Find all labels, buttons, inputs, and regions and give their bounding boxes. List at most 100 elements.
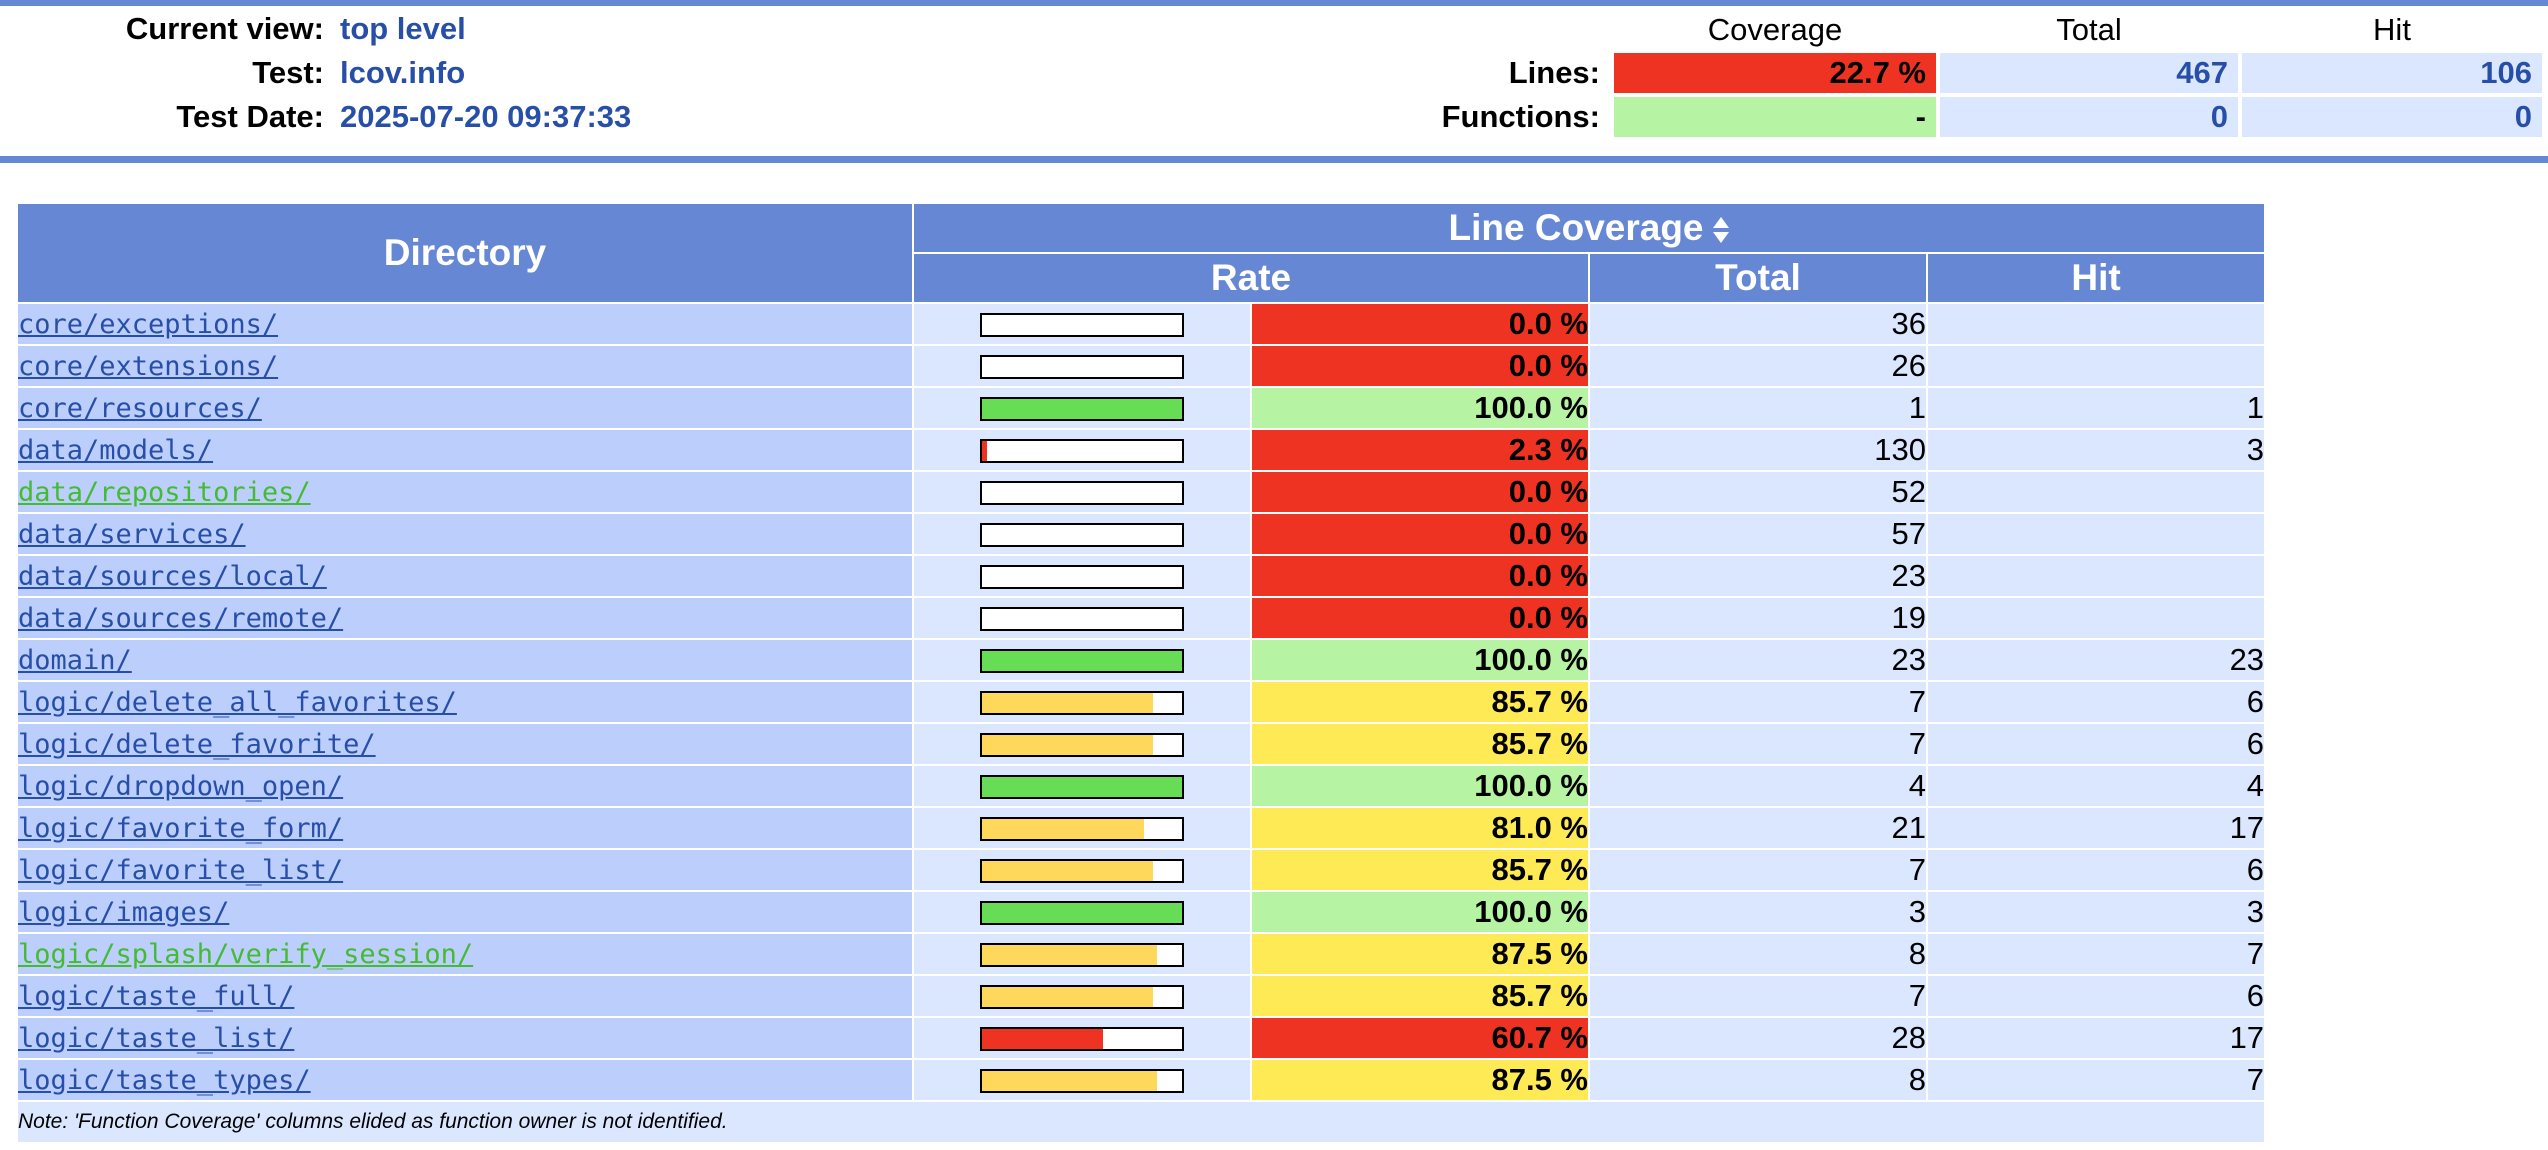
coverage-bar [980, 1026, 1184, 1051]
directory-cell: logic/delete_favorite/ [18, 724, 912, 766]
coverage-rate: 87.5 % [1252, 1060, 1588, 1102]
coverage-rate: 85.7 % [1252, 850, 1588, 892]
directory-link[interactable]: data/services/ [18, 518, 246, 550]
directory-header-label: Directory [383, 232, 547, 273]
directory-cell: data/services/ [18, 514, 912, 556]
coverage-bar [980, 900, 1184, 925]
coverage-bar [980, 858, 1184, 883]
directory-link[interactable]: logic/splash/verify_session/ [18, 938, 474, 970]
line-hit: 3 [1928, 430, 2265, 472]
line-coverage-header[interactable]: Line Coverage [914, 204, 2265, 254]
directory-cell: core/exceptions/ [18, 304, 912, 346]
directory-table: Directory Line Coverage Rate Total Hit c… [16, 204, 2266, 1144]
sort-icon[interactable] [1712, 215, 1730, 245]
line-hit: 23 [1928, 640, 2265, 682]
coverage-bar-cell [914, 934, 1250, 976]
line-hit: 4 [1928, 766, 2265, 808]
coverage-bar [980, 690, 1184, 715]
line-hit: 6 [1928, 724, 2265, 766]
directory-link[interactable]: data/models/ [18, 434, 214, 466]
directory-cell: logic/dropdown_open/ [18, 766, 912, 808]
summary-total-header: Total [2056, 12, 2122, 47]
total-header: Total [1590, 254, 1926, 304]
coverage-bar-cell [914, 472, 1250, 514]
line-hit [1928, 556, 2265, 598]
coverage-bar-fill [982, 776, 1182, 797]
coverage-rate: 100.0 % [1252, 766, 1588, 808]
table-row: logic/dropdown_open/100.0 % 4 4 [18, 766, 2265, 808]
line-total: 8 [1590, 1060, 1926, 1102]
table-row: logic/favorite_form/81.0 % 21 17 [18, 808, 2265, 850]
coverage-rate: 100.0 % [1252, 640, 1588, 682]
line-total: 7 [1590, 724, 1926, 766]
hit-header: Hit [1928, 254, 2265, 304]
coverage-rate: 2.3 % [1252, 430, 1588, 472]
coverage-rate: 0.0 % [1252, 304, 1588, 346]
directory-link[interactable]: core/extensions/ [18, 350, 279, 382]
line-total: 57 [1590, 514, 1926, 556]
summary-lines-coverage: 22.7 % [1614, 53, 1936, 93]
line-total: 23 [1590, 556, 1926, 598]
directory-link[interactable]: logic/images/ [18, 896, 230, 928]
line-hit: 6 [1928, 850, 2265, 892]
directory-link[interactable]: logic/favorite_form/ [18, 812, 344, 844]
line-hit: 1 [1928, 388, 2265, 430]
directory-link[interactable]: data/repositories/ [18, 476, 311, 508]
line-hit [1928, 304, 2265, 346]
table-row: logic/delete_favorite/85.7 % 7 6 [18, 724, 2265, 766]
coverage-rate: 100.0 % [1252, 892, 1588, 934]
line-total: 7 [1590, 682, 1926, 724]
directory-link[interactable]: core/resources/ [18, 392, 262, 424]
summary-lines-total: 467 [1940, 53, 2238, 93]
directory-link[interactable]: logic/taste_types/ [18, 1064, 311, 1096]
directory-link[interactable]: logic/favorite_list/ [18, 854, 344, 886]
line-hit: 3 [1928, 892, 2265, 934]
total-header-label: Total [1715, 257, 1801, 298]
directory-link[interactable]: data/sources/local/ [18, 560, 327, 592]
directory-link[interactable]: data/sources/remote/ [18, 602, 344, 634]
table-row: data/models/2.3 % 130 3 [18, 430, 2265, 472]
line-total: 52 [1590, 472, 1926, 514]
directory-link[interactable]: logic/taste_full/ [18, 980, 295, 1012]
directory-cell: data/repositories/ [18, 472, 912, 514]
directory-link[interactable]: logic/dropdown_open/ [18, 770, 344, 802]
current-view-value: top level [340, 11, 466, 46]
line-total: 3 [1590, 892, 1926, 934]
table-row: logic/taste_full/85.7 % 7 6 [18, 976, 2265, 1018]
directory-link[interactable]: core/exceptions/ [18, 308, 279, 340]
directory-cell: logic/splash/verify_session/ [18, 934, 912, 976]
coverage-bar [980, 774, 1184, 799]
table-row: domain/100.0 % 23 23 [18, 640, 2265, 682]
coverage-bar-cell [914, 682, 1250, 724]
directory-cell: logic/taste_full/ [18, 976, 912, 1018]
directory-link[interactable]: logic/delete_favorite/ [18, 728, 376, 760]
directory-link[interactable]: domain/ [18, 644, 132, 676]
coverage-bar-cell [914, 724, 1250, 766]
test-label: Test: [252, 55, 324, 90]
line-hit: 7 [1928, 934, 2265, 976]
coverage-rate: 85.7 % [1252, 976, 1588, 1018]
summary-hit-header: Hit [2373, 12, 2411, 47]
directory-cell: core/extensions/ [18, 346, 912, 388]
line-hit [1928, 472, 2265, 514]
coverage-bar-cell [914, 808, 1250, 850]
coverage-bar [980, 942, 1184, 967]
line-coverage-header-label: Line Coverage [1448, 207, 1704, 248]
line-hit: 6 [1928, 976, 2265, 1018]
table-row: logic/images/100.0 % 3 3 [18, 892, 2265, 934]
coverage-bar [980, 984, 1184, 1009]
directory-header[interactable]: Directory [18, 204, 912, 304]
directory-link[interactable]: logic/taste_list/ [18, 1022, 295, 1054]
table-row: logic/taste_types/87.5 % 8 7 [18, 1060, 2265, 1102]
coverage-bar-cell [914, 1018, 1250, 1060]
test-date-row: Test Date: 2025-07-20 09:37:33 [0, 97, 1000, 137]
coverage-bar-cell [914, 892, 1250, 934]
coverage-bar-fill [982, 944, 1157, 965]
line-hit [1928, 598, 2265, 640]
coverage-rate: 87.5 % [1252, 934, 1588, 976]
directory-link[interactable]: logic/delete_all_favorites/ [18, 686, 457, 718]
table-row: core/exceptions/0.0 % 36 [18, 304, 2265, 346]
table-row: logic/favorite_list/85.7 % 7 6 [18, 850, 2265, 892]
function-coverage-note: Note: 'Function Coverage' columns elided… [18, 1102, 2265, 1144]
coverage-bar [980, 606, 1184, 631]
